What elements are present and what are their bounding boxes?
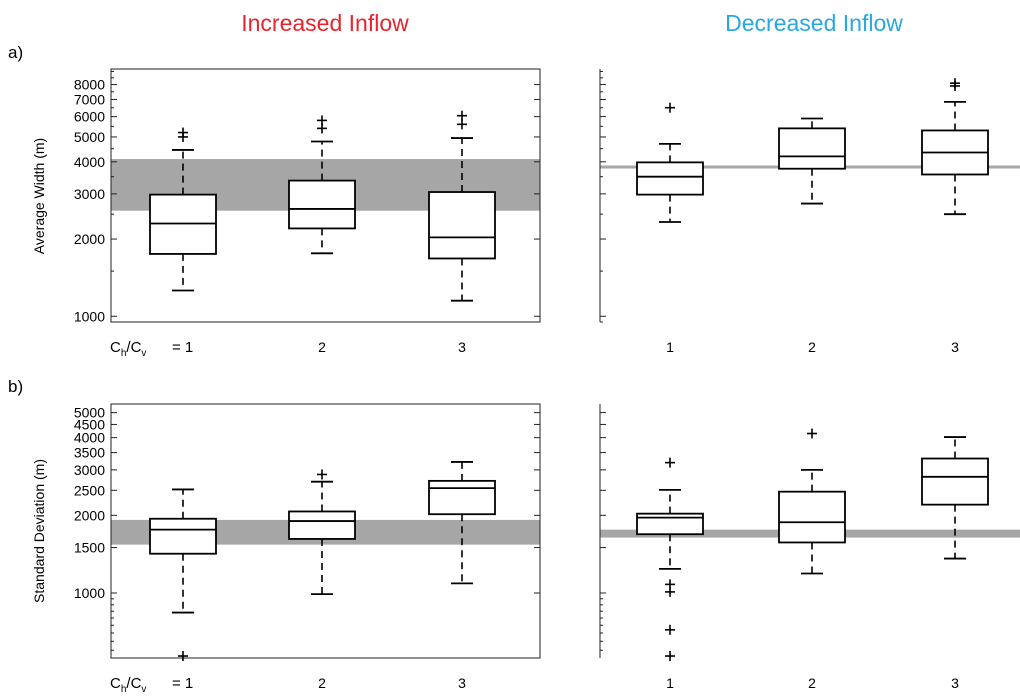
y-tick-label: 3000	[74, 462, 105, 478]
ratio-c2: C	[131, 339, 142, 356]
box-3	[921, 436, 989, 560]
iqr-box	[428, 479, 496, 516]
y-tick-label: 2000	[74, 507, 105, 523]
box-2	[778, 117, 846, 205]
ratio-slash: /	[126, 675, 131, 692]
increased-inflow-title: Increased Inflow	[241, 10, 409, 36]
box-1	[636, 102, 704, 223]
y-tick-label: 4000	[74, 154, 105, 170]
category-label: 1	[666, 339, 674, 355]
y-tick-label: 6000	[74, 109, 105, 125]
iqr-box	[636, 161, 704, 196]
ratio-sub-h: h	[121, 684, 127, 695]
ratio-sub-v: v	[141, 684, 146, 695]
category-label: 2	[808, 675, 816, 691]
y-tick-label: 8000	[74, 77, 105, 93]
y-tick-label: 4000	[74, 430, 105, 446]
y-tick-label: 3000	[74, 186, 105, 202]
ratio-label-b: Ch/Cv = 1	[110, 675, 193, 695]
y-tick-label: 1500	[74, 540, 105, 556]
ratio-c1: C	[110, 675, 121, 692]
y-tick-label: 5000	[74, 129, 105, 145]
box-2	[288, 115, 356, 255]
ratio-c1: C	[110, 339, 121, 356]
y-tick-label: 1000	[74, 585, 105, 601]
box-2	[288, 469, 356, 596]
panel-b-decreased: 1 2 3	[599, 404, 1020, 691]
ratio-equals: = 1	[172, 675, 193, 692]
iqr-box	[636, 512, 704, 536]
panel-b-letter: b)	[8, 377, 23, 396]
iqr-box	[428, 191, 496, 260]
box-3	[921, 78, 989, 216]
panel-a-letter: a)	[8, 43, 23, 62]
iqr-box	[921, 457, 989, 506]
box-3	[428, 110, 496, 302]
category-label: 3	[458, 339, 466, 355]
y-axis-title: Average Width (m)	[31, 138, 47, 254]
ratio-label-a: Ch/Cv = 1	[110, 339, 193, 359]
y-tick-label: 5000	[74, 405, 105, 421]
svg-text:Ch/Cv: Ch/Cv	[110, 339, 146, 359]
box-1	[636, 457, 704, 662]
iqr-box	[149, 517, 217, 555]
svg-text:Ch/Cv: Ch/Cv	[110, 675, 146, 695]
panel-a-decreased: 1 2 3	[599, 69, 1020, 355]
y-tick-label: 4500	[74, 416, 105, 432]
category-label: 3	[458, 675, 466, 691]
iqr-box	[288, 510, 356, 540]
y-tick-label: 1000	[74, 308, 105, 324]
box-2	[778, 428, 846, 575]
box-1	[149, 488, 217, 662]
decreased-inflow-title: Decreased Inflow	[725, 10, 903, 36]
category-label: 3	[951, 339, 959, 355]
plot-frame	[110, 403, 541, 659]
iqr-box	[778, 127, 846, 170]
y-tick-label: 2000	[74, 231, 105, 247]
ratio-sub-v: v	[141, 348, 146, 359]
y-axis-title: Standard Deviation (m)	[31, 459, 47, 603]
y-tick-label: 7000	[74, 91, 105, 107]
category-label: 2	[318, 339, 326, 355]
category-label: 2	[318, 675, 326, 691]
iqr-box	[778, 490, 846, 544]
box-1	[149, 127, 217, 292]
iqr-box	[288, 179, 356, 230]
category-label: 2	[808, 339, 816, 355]
box-3	[428, 461, 496, 585]
ratio-slash: /	[126, 339, 131, 356]
plot-frame	[110, 68, 541, 323]
ratio-sub-h: h	[121, 348, 127, 359]
category-label: 1	[666, 675, 674, 691]
category-label: 3	[951, 675, 959, 691]
ratio-c2: C	[131, 675, 142, 692]
y-tick-label: 2500	[74, 482, 105, 498]
y-tick-label: 3500	[74, 445, 105, 461]
ratio-equals: = 1	[172, 339, 193, 356]
